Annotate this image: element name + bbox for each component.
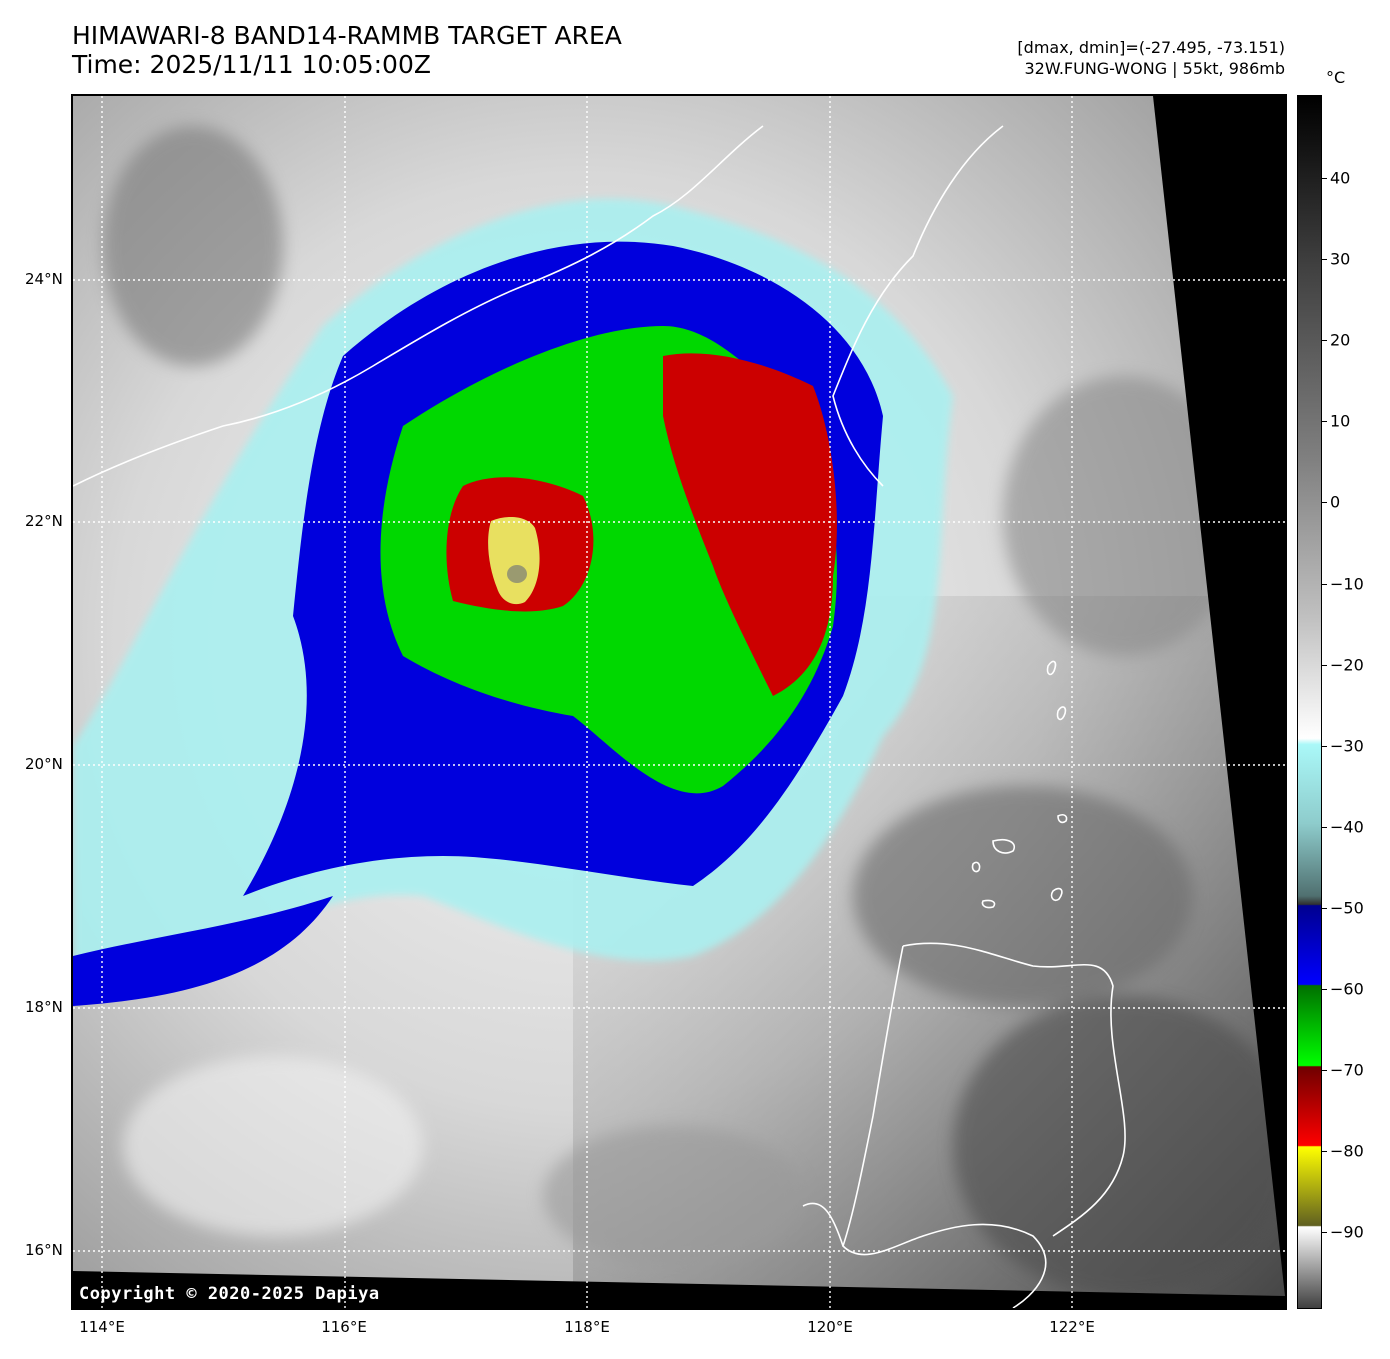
colorbar-tick-label: 30: [1330, 249, 1351, 269]
no-data-area: [1153, 96, 1285, 1296]
image-title: HIMAWARI-8 BAND14-RAMMB TARGET AREA: [72, 21, 622, 50]
image-timestamp: Time: 2025/11/11 10:05:00Z: [72, 50, 431, 79]
no-data-strip: [73, 1271, 1285, 1308]
colorbar-tick: [1322, 746, 1327, 747]
lat-label-18n: 18°N: [25, 998, 63, 1016]
colorbar-tick-label: 0: [1330, 492, 1341, 512]
colorbar-tick-label: −80: [1330, 1141, 1364, 1161]
colorbar-tick: [1322, 1232, 1327, 1233]
colorbar-tick-label: −70: [1330, 1060, 1364, 1080]
colorbar-tick: [1322, 584, 1327, 585]
colorbar-unit: °C: [1326, 68, 1346, 87]
lat-label-16n: 16°N: [25, 1241, 63, 1259]
lon-label-118e: 118°E: [564, 1318, 610, 1336]
colorbar-tick: [1322, 908, 1327, 909]
colorbar-tick: [1322, 502, 1327, 503]
storm-info: 32W.FUNG-WONG | 55kt, 986mb: [1024, 59, 1285, 78]
lon-label-116e: 116°E: [321, 1318, 367, 1336]
copyright-notice: Copyright © 2020-2025 Dapiya: [79, 1284, 380, 1304]
graticule: [73, 96, 1285, 1308]
colorbar-tick: [1322, 178, 1327, 179]
lat-label-24n: 24°N: [25, 270, 63, 288]
colorbar-tick-label: −40: [1330, 817, 1364, 837]
lat-label-20n: 20°N: [25, 755, 63, 773]
colorbar-tick: [1322, 259, 1327, 260]
colorbar-tick-label: 10: [1330, 411, 1351, 431]
colorbar-tick: [1322, 665, 1327, 666]
colorbar-tick-label: −60: [1330, 979, 1364, 999]
coastlines: [73, 125, 1126, 1308]
lon-label-120e: 120°E: [807, 1318, 853, 1336]
colorbar-tick-label: −90: [1330, 1222, 1364, 1242]
colorbar-tick-label: −50: [1330, 898, 1364, 918]
colorbar: [1297, 95, 1322, 1309]
satellite-map[interactable]: Copyright © 2020-2025 Dapiya: [71, 94, 1287, 1310]
storm-system: [73, 198, 953, 1006]
colorbar-tick: [1322, 1070, 1327, 1071]
lat-label-22n: 22°N: [25, 512, 63, 530]
colorbar-tick-label: 20: [1330, 330, 1351, 350]
colorbar-tick-label: −20: [1330, 655, 1364, 675]
lon-label-122e: 122°E: [1049, 1318, 1095, 1336]
colorbar-tick-label: −10: [1330, 574, 1364, 594]
temperature-range: [dmax, dmin]=(-27.495, -73.151): [1017, 38, 1285, 57]
colorbar-tick-label: 40: [1330, 168, 1351, 188]
colorbar-tick: [1322, 827, 1327, 828]
colorbar-tick: [1322, 421, 1327, 422]
colorbar-tick: [1322, 989, 1327, 990]
colorbar-tick-label: −30: [1330, 736, 1364, 756]
lon-label-114e: 114°E: [79, 1318, 125, 1336]
colorbar-tick: [1322, 340, 1327, 341]
satellite-imagery: [73, 96, 1285, 1308]
colorbar-tick: [1322, 1151, 1327, 1152]
